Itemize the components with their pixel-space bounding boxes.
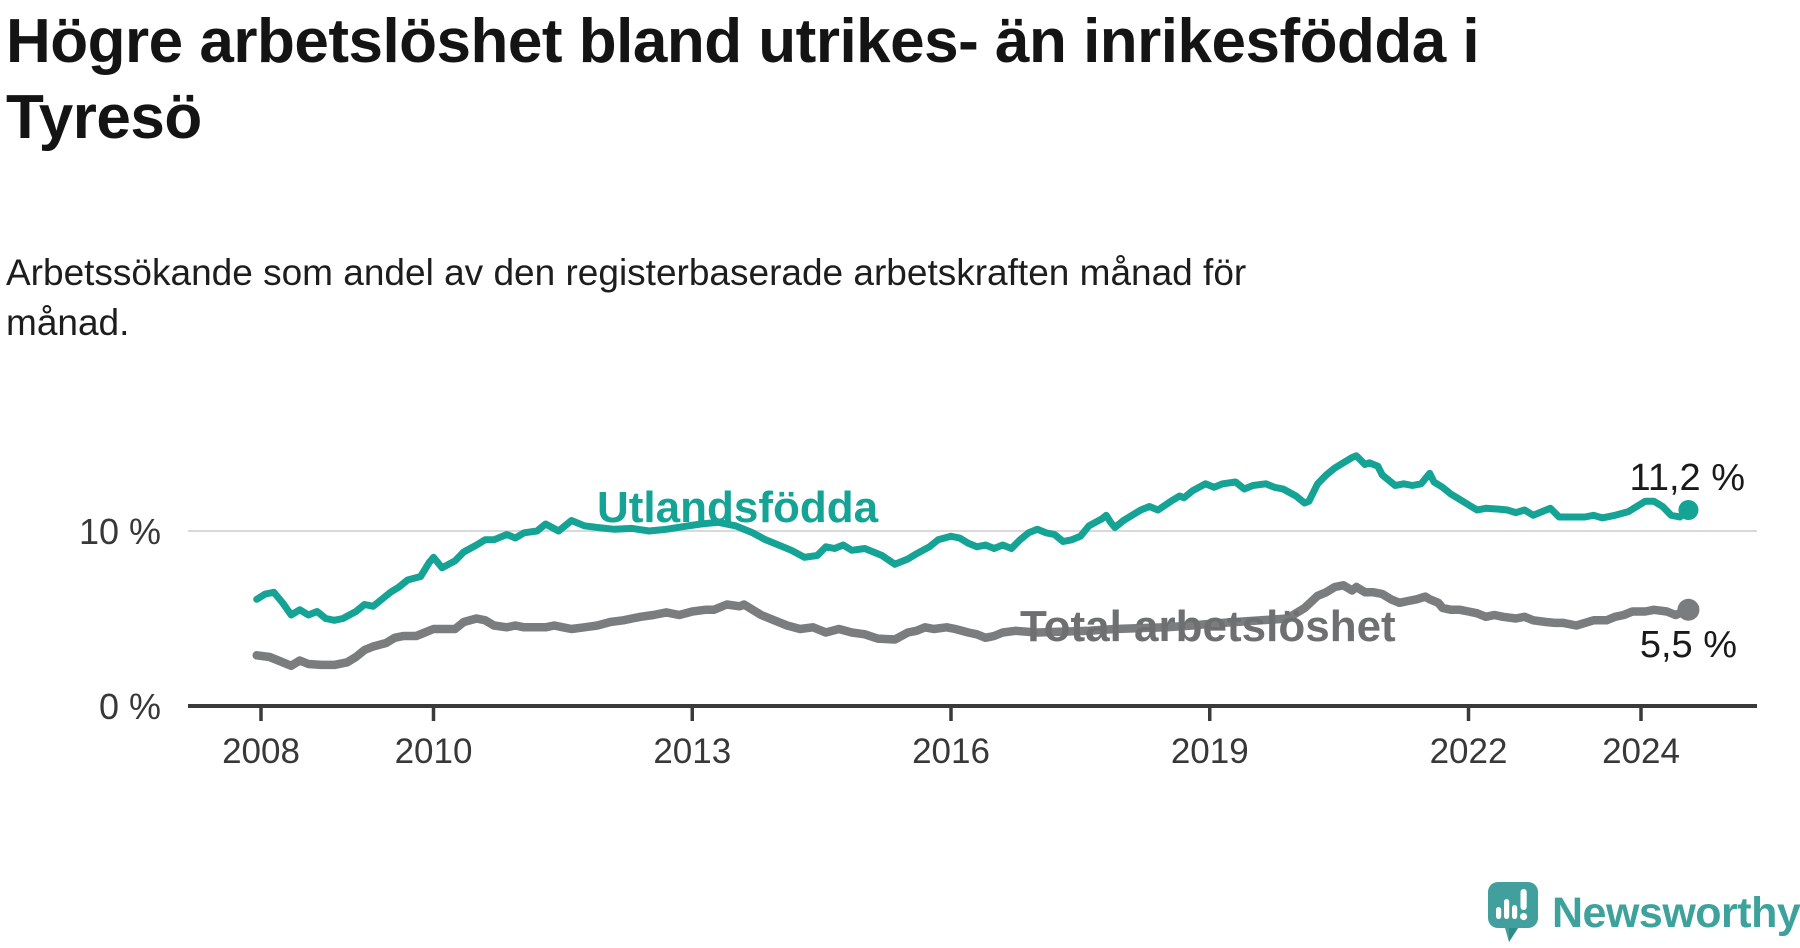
- x-axis-tick-label: 2022: [1430, 732, 1508, 771]
- series-end-value-total: 5,5 %: [1640, 624, 1737, 666]
- chart-subtitle-line-1: Arbetssökande som andel av den registerb…: [6, 252, 1247, 293]
- page-title: Högre arbetslöshet bland utrikes- än inr…: [6, 4, 1786, 156]
- series-line-utlandsfodda: [253, 452, 1692, 624]
- y-axis-label: 0 %: [99, 686, 161, 727]
- x-axis-tick-label: 2016: [912, 732, 990, 771]
- newsworthy-logo: Newsworthy: [1488, 882, 1800, 944]
- x-axis-tick-label: 2010: [395, 732, 473, 771]
- x-axis-tick-label: 2008: [222, 732, 300, 771]
- x-axis-tick-label: 2019: [1171, 732, 1249, 771]
- series-end-dot-utlandsfodda: [1678, 500, 1699, 520]
- series-end-dot-total: [1677, 598, 1700, 621]
- x-axis-tick-label: 2013: [653, 732, 731, 771]
- chart-subtitle-line-2: månad.: [6, 302, 130, 343]
- series-end-value-utlandsfodda: 11,2 %: [1630, 457, 1745, 499]
- x-axis-tick-label: 2024: [1602, 732, 1680, 771]
- newsworthy-logo-text: Newsworthy: [1552, 888, 1800, 937]
- series-line-total: [252, 581, 1693, 671]
- series-label-utlandsfodda: Utlandsfödda: [597, 483, 879, 532]
- page-title-line-2: Tyresö: [6, 83, 202, 152]
- chart-subtitle: Arbetssökande som andel av den registerb…: [6, 248, 1606, 348]
- y-axis-label: 10 %: [79, 511, 161, 552]
- series-label-total: Total arbetslöshet: [1020, 602, 1396, 651]
- newsworthy-logo-icon: [1488, 882, 1538, 942]
- page-title-line-1: Högre arbetslöshet bland utrikes- än inr…: [6, 7, 1480, 76]
